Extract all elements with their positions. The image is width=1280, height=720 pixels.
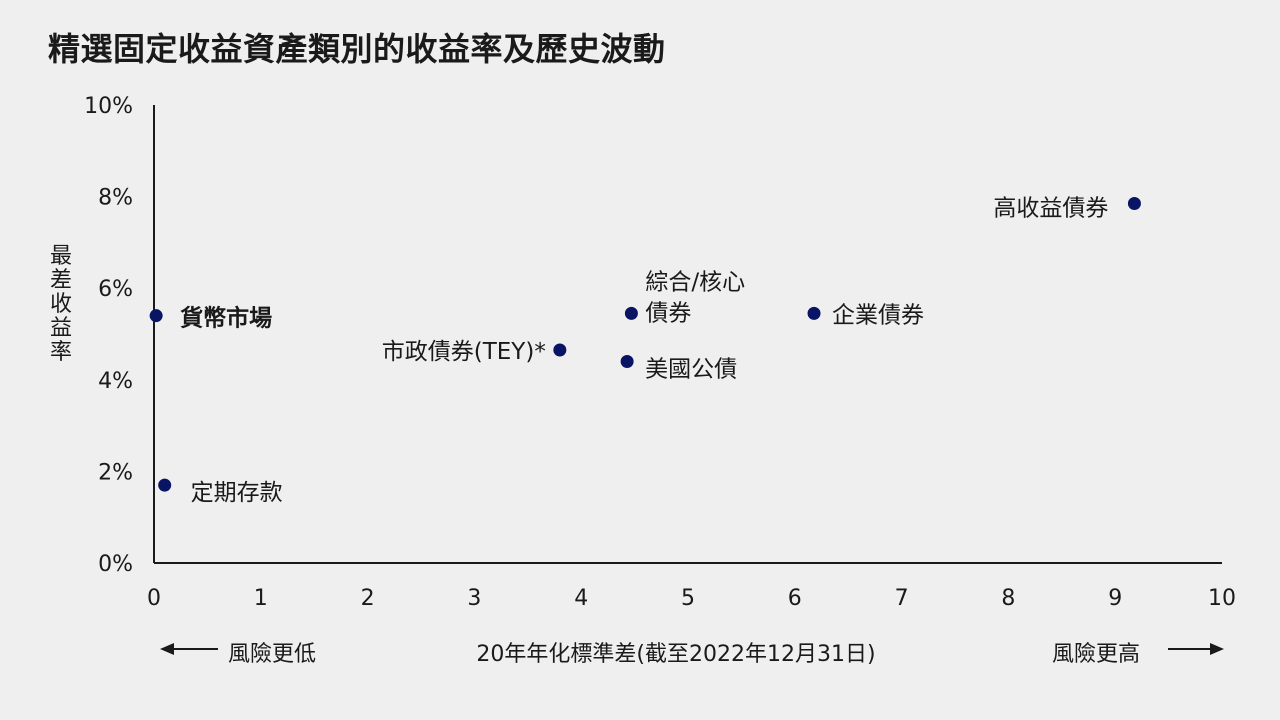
risk-lower-label: 風險更低 — [228, 642, 317, 667]
arrow-left-head — [160, 643, 174, 655]
y-tick-label: 4% — [98, 369, 133, 394]
point-label: 企業債券 — [832, 302, 924, 328]
x-axis-label: 20年年化標準差(截至2022年12月31日) — [476, 642, 876, 667]
risk-higher-label: 風險更高 — [1052, 642, 1141, 667]
x-tick-label: 10 — [1208, 586, 1236, 611]
point-label: 定期存款 — [191, 480, 283, 506]
data-points — [149, 196, 1141, 492]
x-tick-label: 4 — [574, 586, 588, 611]
y-tick-label: 6% — [98, 277, 133, 302]
data-point — [553, 343, 567, 357]
axes — [153, 105, 1222, 564]
x-tick-label: 6 — [788, 586, 802, 611]
y-axis-label: 最差收益率 — [49, 244, 72, 365]
risk-arrows — [160, 643, 1224, 655]
x-tick-label: 2 — [361, 586, 375, 611]
chart-title: 精選固定收益資產類別的收益率及歷史波動 — [48, 30, 666, 68]
point-label: 貨幣市場 — [180, 305, 272, 332]
x-tick-label: 8 — [1001, 586, 1015, 611]
point-label: 美國公債 — [645, 356, 737, 382]
x-tick-label: 3 — [467, 586, 481, 611]
data-point — [1127, 196, 1141, 210]
x-tick-label: 5 — [681, 586, 695, 611]
data-point — [149, 309, 163, 323]
y-tick-label: 2% — [98, 460, 133, 485]
point-label: 高收益債券 — [993, 195, 1108, 221]
y-tick-label: 8% — [98, 186, 133, 211]
arrow-right-head — [1210, 643, 1224, 655]
y-tick-label: 10% — [84, 94, 133, 119]
x-tick-labels: 0 1 2 3 4 5 6 7 8 9 10 — [147, 586, 1236, 611]
point-label: 市政債券(TEY)* — [382, 339, 546, 365]
data-point — [620, 354, 634, 368]
data-point — [158, 478, 172, 492]
x-tick-label: 0 — [147, 586, 161, 611]
data-point — [624, 306, 638, 320]
x-tick-label: 1 — [254, 586, 268, 611]
point-label: 綜合/核心債券 — [645, 269, 745, 326]
x-tick-label: 7 — [895, 586, 909, 611]
y-tick-labels: 0% 2% 4% 6% 8% 10% — [84, 94, 133, 577]
data-point — [807, 306, 821, 320]
y-tick-label: 0% — [98, 552, 133, 577]
x-tick-label: 9 — [1108, 586, 1122, 611]
